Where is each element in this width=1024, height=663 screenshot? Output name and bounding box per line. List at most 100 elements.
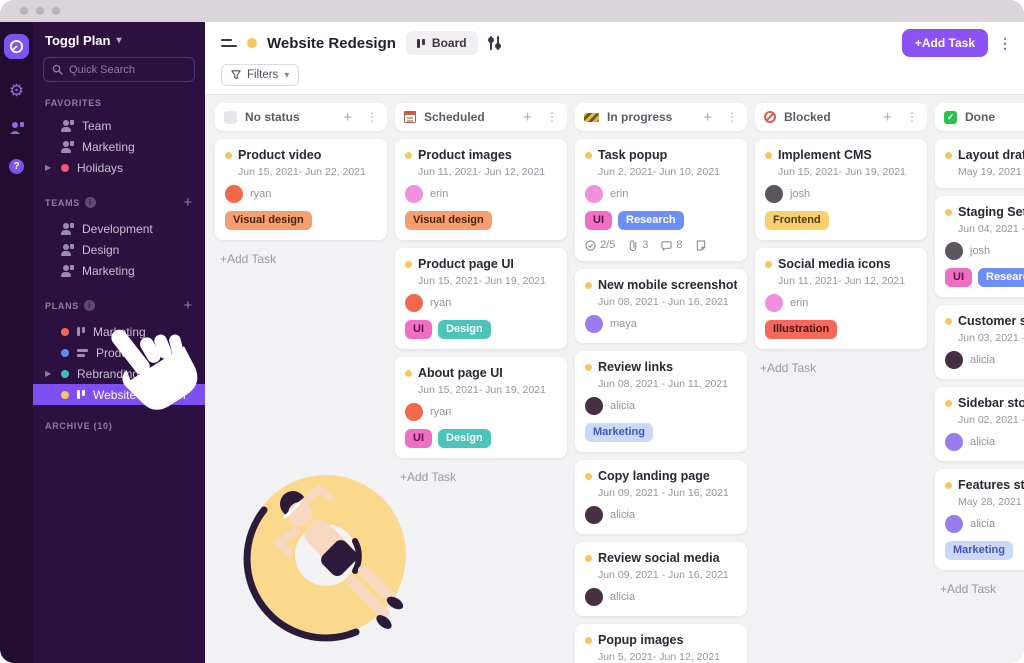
tag[interactable]: Visual design <box>405 211 492 230</box>
task-card[interactable]: Popup images Jun 5, 2021- Jun 12, 2021 r… <box>575 624 747 663</box>
task-card[interactable]: Product video Jun 15, 2021- Jun 22, 2021… <box>215 139 387 240</box>
sidebar-item-marketing-fav[interactable]: Marketing <box>33 136 205 157</box>
window-dot[interactable] <box>52 7 60 15</box>
task-card[interactable]: Layout drafts May 19, 2021 - May 22, 202… <box>935 139 1024 188</box>
tag[interactable]: Visual design <box>225 211 312 230</box>
tag[interactable]: UI <box>405 320 432 339</box>
info-icon[interactable]: i <box>85 197 96 208</box>
column-header: Blocked + ⋮ <box>755 103 927 131</box>
note-indicator <box>696 239 706 251</box>
sidebar-plan-rebranding[interactable]: ▶ Rebranding <box>33 363 205 384</box>
task-dates: Jun 15, 2021- Jun 19, 2021 <box>778 166 906 178</box>
tag[interactable]: UI <box>945 268 972 287</box>
column-add-icon[interactable]: + <box>883 108 892 126</box>
plan-color-dot <box>61 390 69 399</box>
sidebar-item-label: Rebranding <box>77 366 140 381</box>
task-card[interactable]: Social media icons Jun 11, 2021- Jun 12,… <box>755 248 927 349</box>
column-add-icon[interactable]: + <box>703 108 712 126</box>
archive-section-label[interactable]: ARCHIVE (10) <box>45 421 113 431</box>
chevron-right-icon[interactable]: ▶ <box>45 369 52 378</box>
assignee-name: ryan <box>430 297 452 309</box>
tag[interactable]: Marketing <box>945 541 1013 560</box>
tag[interactable]: Marketing <box>585 423 653 442</box>
add-team-button[interactable]: + <box>183 194 193 211</box>
column-menu-icon[interactable]: ⋮ <box>906 110 918 124</box>
task-dates: Jun 09, 2021 - Jun 16, 2021 <box>598 569 729 581</box>
tag[interactable]: UI <box>585 211 612 230</box>
task-card[interactable]: About page UI Jun 15, 2021- Jun 19, 2021… <box>395 357 567 458</box>
avatar <box>945 515 963 533</box>
plan-color-dot <box>585 281 592 289</box>
sidebar-item-design[interactable]: Design <box>33 239 205 260</box>
task-card[interactable]: Task popup Jun 2, 2021- Jun 10, 2021 eri… <box>575 139 747 261</box>
column-add-icon[interactable]: + <box>343 108 352 126</box>
task-card[interactable]: Review links Jun 08, 2021 - Jun 11, 2021… <box>575 351 747 452</box>
sidebar-item-development[interactable]: Development <box>33 218 205 239</box>
window-dot[interactable] <box>20 7 28 15</box>
members-icon[interactable] <box>8 119 26 137</box>
tag[interactable]: Research <box>978 268 1024 287</box>
add-task-button[interactable]: +Add Task <box>901 29 988 57</box>
tag[interactable]: Illustration <box>765 320 838 339</box>
task-card[interactable]: Implement CMS Jun 15, 2021- Jun 19, 2021… <box>755 139 927 240</box>
info-icon[interactable]: i <box>84 300 96 311</box>
column-menu-icon[interactable]: ⋮ <box>726 110 738 124</box>
plan-color-dot <box>405 151 412 159</box>
add-task-link[interactable]: +Add Task <box>940 582 997 596</box>
view-settings-icon[interactable] <box>487 36 501 50</box>
avatar <box>405 294 423 312</box>
assignee-name: alicia <box>970 354 996 366</box>
task-card[interactable]: Copy landing page Jun 09, 2021 - Jun 16,… <box>575 460 747 534</box>
tag[interactable]: Research <box>618 211 684 230</box>
avatar <box>405 403 423 421</box>
column-name: No status <box>245 110 300 124</box>
quick-search[interactable] <box>43 57 195 82</box>
column-name: In progress <box>607 110 673 124</box>
sidebar-plan-website-redesign[interactable]: Website redesign <box>33 384 205 405</box>
window-dot[interactable] <box>36 7 44 15</box>
task-card[interactable]: Product images Jun 11, 2021- Jun 12, 202… <box>395 139 567 240</box>
tag[interactable]: Design <box>438 429 491 448</box>
tag[interactable]: UI <box>405 429 432 448</box>
board-icon <box>77 390 85 399</box>
settings-gear-icon[interactable]: ⚙ <box>8 80 25 100</box>
search-input[interactable] <box>69 63 179 76</box>
filters-button[interactable]: Filters ▾ <box>221 64 300 86</box>
task-card[interactable]: Review social media Jun 09, 2021 - Jun 1… <box>575 542 747 616</box>
sidebar-item-marketing-team[interactable]: Marketing <box>33 260 205 281</box>
column-add-icon[interactable]: + <box>523 108 532 126</box>
task-title: About page UI <box>418 366 503 380</box>
board-view-button[interactable]: Board <box>405 31 478 55</box>
tag[interactable]: Frontend <box>765 211 829 230</box>
workspace-switcher[interactable]: Toggl Plan ▾ <box>33 22 205 57</box>
add-task-link[interactable]: +Add Task <box>220 252 277 266</box>
pool-float-illustration <box>243 475 406 642</box>
task-title: Product images <box>418 148 512 162</box>
collapse-sidebar-icon[interactable] <box>221 39 237 47</box>
task-title: Sidebar story <box>958 396 1024 410</box>
team-icon <box>61 222 74 235</box>
sidebar-item-holidays[interactable]: ▶ Holidays <box>33 157 205 178</box>
column-menu-icon[interactable]: ⋮ <box>546 110 558 124</box>
task-card[interactable]: Staging Setup Jun 04, 2021 - Jun 09, 202… <box>935 196 1024 297</box>
sidebar-plan-marketing[interactable]: Marketing <box>33 321 205 342</box>
task-card[interactable]: Product page UI Jun 15, 2021- Jun 19, 20… <box>395 248 567 349</box>
column-menu-icon[interactable]: ⋮ <box>366 110 378 124</box>
task-card[interactable]: New mobile screenshots Jun 08, 2021 - Ju… <box>575 269 747 343</box>
add-task-link[interactable]: +Add Task <box>400 470 457 484</box>
toggl-plan-logo[interactable] <box>4 34 29 59</box>
more-options-icon[interactable]: ⋮ <box>998 34 1012 51</box>
help-icon[interactable]: ? <box>8 157 26 175</box>
add-plan-button[interactable]: + <box>183 297 193 314</box>
task-card[interactable]: Features strategy May 28, 2021 - Jun 04,… <box>935 469 1024 570</box>
add-task-link[interactable]: +Add Task <box>760 361 817 375</box>
task-card[interactable]: Customer stories Jun 03, 2021 - Jun 09, … <box>935 305 1024 379</box>
avatar <box>765 185 783 203</box>
tag[interactable]: Design <box>438 320 491 339</box>
sidebar-plan-product[interactable]: Product <box>33 342 205 363</box>
plan-color-dot <box>945 481 952 489</box>
task-card[interactable]: Sidebar story Jun 02, 2021 - Jun 09, 202… <box>935 387 1024 461</box>
sidebar-item-team[interactable]: Team <box>33 115 205 136</box>
chevron-right-icon[interactable]: ▶ <box>45 163 52 172</box>
assignee-name: alicia <box>970 436 996 448</box>
